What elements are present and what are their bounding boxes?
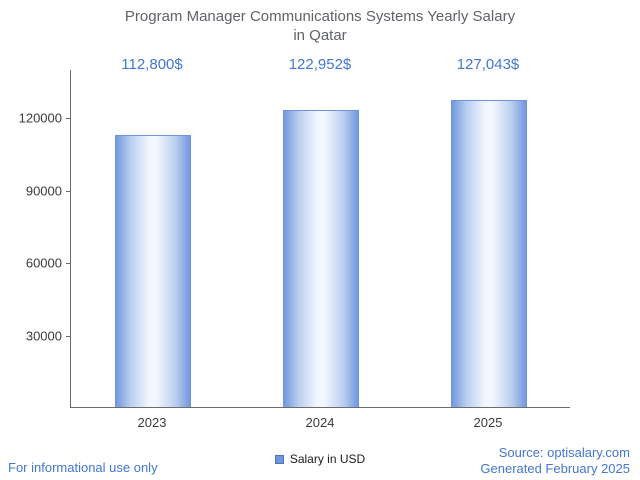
y-axis-tick-mark <box>66 191 70 192</box>
y-axis-tick-mark <box>66 336 70 337</box>
bar-value-label-2023: 112,800$ <box>121 56 183 73</box>
y-axis-tick-label: 120000 <box>18 110 62 126</box>
y-axis-tick-mark <box>66 263 70 264</box>
disclaimer-text: For informational use only <box>8 460 158 475</box>
plot-area <box>70 70 570 408</box>
bar-2023 <box>115 135 191 407</box>
chart-title-line1: Program Manager Communications Systems Y… <box>124 8 516 25</box>
source-info: Source: optisalary.com Generated Februar… <box>480 445 630 477</box>
y-axis-tick-label: 30000 <box>25 328 62 344</box>
x-axis-label-2024: 2024 <box>305 415 335 430</box>
y-axis-tick-label: 90000 <box>25 183 62 199</box>
legend-label: Salary in USD <box>289 452 366 466</box>
generated-date: Generated February 2025 <box>480 461 630 476</box>
bar-2025 <box>451 100 527 407</box>
source-link[interactable]: Source: optisalary.com <box>498 445 630 460</box>
chart-title: Program Manager Communications Systems Y… <box>0 7 640 45</box>
bar-value-label-2025: 127,043$ <box>456 56 520 73</box>
bar-2024 <box>283 110 359 407</box>
bar-value-label-2024: 122,952$ <box>288 56 352 73</box>
y-axis-tick-mark <box>66 118 70 119</box>
x-axis-label-2025: 2025 <box>473 415 503 430</box>
chart-title-line2: in Qatar <box>293 27 347 44</box>
y-axis-tick-label: 60000 <box>25 255 62 271</box>
x-axis-label-2023: 2023 <box>137 415 167 430</box>
legend-swatch-icon <box>274 454 284 464</box>
chart-legend: Salary in USD <box>0 452 640 466</box>
